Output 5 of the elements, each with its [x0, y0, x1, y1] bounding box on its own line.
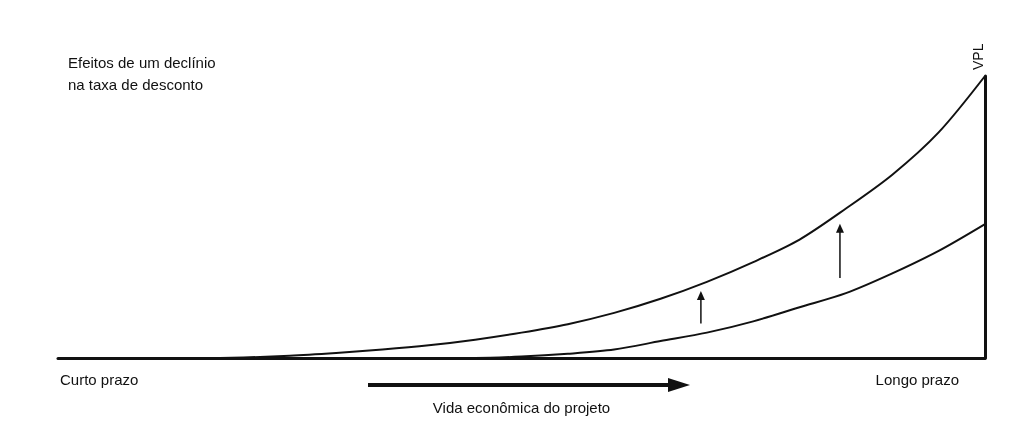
- text: Curto prazo: [60, 371, 139, 388]
- y-axis-title: VPL: [970, 43, 986, 70]
- x-axis-title: Vida econômica do projeto: [432, 399, 611, 416]
- text: Longo prazo: [875, 371, 960, 388]
- chart-title: Efeitos de um declínio na taxa de desconto: [68, 53, 216, 93]
